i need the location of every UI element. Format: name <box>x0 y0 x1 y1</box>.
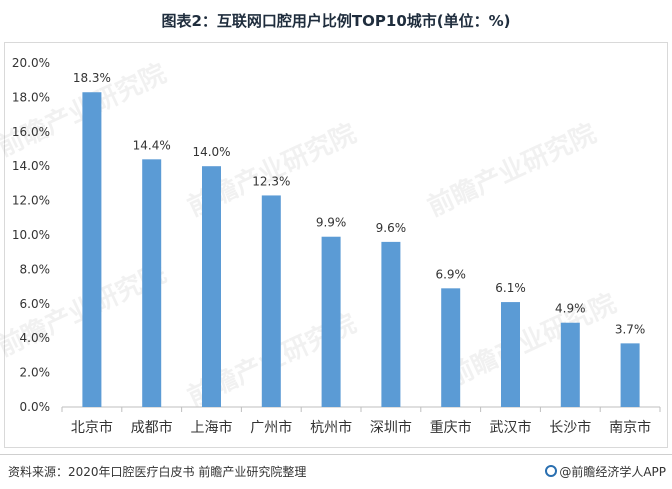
y-tick-label: 4.0% <box>20 331 51 345</box>
y-tick-label: 16.0% <box>12 125 50 139</box>
y-tick-label: 18.0% <box>12 90 50 104</box>
bar <box>620 343 640 407</box>
data-label: 9.9% <box>316 216 347 230</box>
x-tick-label: 杭州市 <box>310 419 352 436</box>
data-label: 3.7% <box>615 322 646 336</box>
x-tick-label: 长沙市 <box>549 419 591 436</box>
data-label: 6.1% <box>495 281 526 295</box>
source-note: 资料来源：2020年口腔医疗白皮书 前瞻产业研究院整理 <box>8 465 307 479</box>
x-tick-label: 广州市 <box>250 419 292 436</box>
brand-logo-icon <box>545 465 558 477</box>
bar <box>560 322 580 407</box>
bar <box>202 166 221 407</box>
data-label: 14.0% <box>192 145 230 159</box>
y-tick-label: 12.0% <box>12 194 50 208</box>
chart-title: 图表2：互联网口腔用户比例TOP10城市(单位：%) <box>161 12 511 30</box>
y-tick-label: 6.0% <box>20 297 51 311</box>
y-tick-label: 0.0% <box>20 400 51 414</box>
bar <box>441 288 461 407</box>
data-label: 6.9% <box>435 267 466 281</box>
footer: 资料来源：2020年口腔医疗白皮书 前瞻产业研究院整理 @前瞻经济学人APP <box>0 454 672 489</box>
y-tick-label: 20.0% <box>12 56 50 70</box>
x-tick-label: 深圳市 <box>370 419 412 436</box>
data-label: 4.9% <box>555 302 586 316</box>
y-tick-label: 10.0% <box>12 228 50 242</box>
x-tick-label: 成都市 <box>131 419 173 436</box>
bar <box>261 195 281 407</box>
data-label: 12.3% <box>252 174 290 188</box>
y-tick-label: 2.0% <box>20 366 51 380</box>
x-tick-label: 北京市 <box>71 419 113 436</box>
bar <box>321 236 341 407</box>
bar <box>142 159 162 407</box>
x-tick-label: 重庆市 <box>430 419 472 436</box>
x-tick-label: 上海市 <box>191 419 233 436</box>
y-tick-label: 14.0% <box>12 159 50 173</box>
brand-credit: @前瞻经济学人APP <box>545 463 666 480</box>
bar <box>82 92 102 408</box>
data-label: 9.6% <box>376 221 407 235</box>
data-label: 18.3% <box>73 71 111 85</box>
brand-label: @前瞻经济学人APP <box>559 465 666 479</box>
x-tick-label: 武汉市 <box>490 419 532 436</box>
bar-chart: 0.0% 2.0% 4.0% 6.0% 8.0% 10.0% 12.0% 14.0% 16.0%… <box>12 56 661 436</box>
bar <box>381 241 401 407</box>
x-tick-label: 南京市 <box>609 419 651 436</box>
y-tick-label: 8.0% <box>20 262 51 276</box>
bar <box>501 302 520 407</box>
data-label: 14.4% <box>133 138 171 152</box>
